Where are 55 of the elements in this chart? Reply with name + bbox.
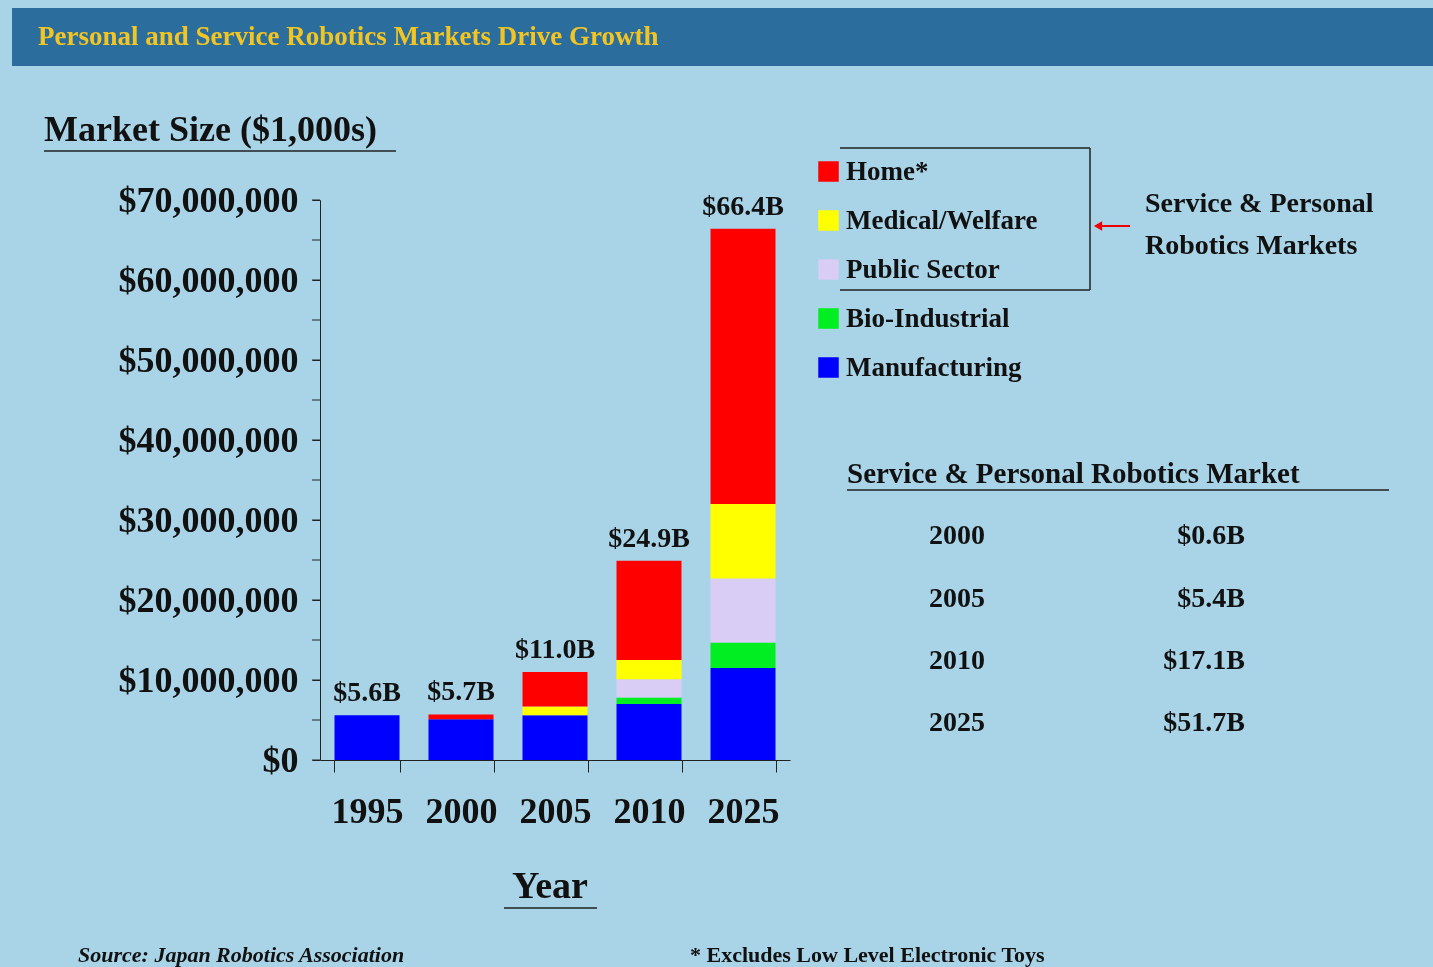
legend-label: Manufacturing: [846, 351, 1022, 382]
bar: [710, 504, 776, 579]
bar: [710, 642, 776, 668]
text: Service & Personal Robotics Market: [847, 457, 1300, 489]
text: 2010: [929, 644, 985, 675]
text: Service & Personal: [1145, 187, 1374, 218]
text: $0.6B: [1177, 519, 1245, 550]
bar: [710, 578, 776, 643]
y-tick-label: $10,000,000: [118, 659, 299, 700]
y-tick-label: $60,000,000: [118, 259, 299, 300]
bar: [334, 715, 400, 760]
text: Robotics Markets: [1145, 229, 1358, 260]
total-label: $66.4B: [702, 189, 784, 221]
total-label: $5.6B: [333, 676, 401, 708]
legend-label: Medical/Welfare: [846, 204, 1038, 235]
y-tick-label: $20,000,000: [118, 579, 299, 620]
y-tick-label: $50,000,000: [118, 339, 299, 380]
x-axis-title: Year: [512, 864, 589, 906]
chart-title: Personal and Service Robotics Markets Drive Growth: [38, 21, 659, 51]
legend-label: Bio-Industrial: [846, 302, 1011, 333]
bar: [522, 706, 588, 716]
legend-label: Home*: [846, 155, 929, 186]
text: $17.1B: [1163, 644, 1245, 675]
bar: [616, 704, 682, 760]
bar: [428, 719, 494, 760]
x-tick-label: 1995: [331, 790, 404, 831]
bar: [522, 715, 588, 760]
x-tick-label: 2025: [707, 790, 780, 831]
text: $5.4B: [1177, 582, 1245, 613]
y-tick-label: $0: [262, 739, 299, 780]
bar: [710, 668, 776, 760]
bar: [616, 660, 682, 680]
text: * Excludes Low Level Electronic Toys: [690, 942, 1046, 967]
total-label: $11.0B: [514, 633, 596, 664]
source-note: Source: Japan Robotics Association: [78, 942, 405, 967]
text: 2005: [929, 582, 985, 613]
bar: [428, 714, 494, 720]
total-label: $5.7B: [427, 675, 495, 707]
x-tick-label: 2000: [425, 790, 498, 831]
y-axis-title: Market Size ($1,000s): [44, 109, 377, 149]
total-label: $24.9B: [608, 521, 690, 553]
legend-label: Public Sector: [846, 253, 1000, 284]
y-tick-label: $40,000,000: [118, 419, 299, 460]
text: 2025: [929, 706, 985, 737]
bar: [616, 560, 682, 660]
bar: [616, 697, 682, 704]
bar: [710, 228, 776, 504]
y-tick-label: $70,000,000: [118, 179, 299, 220]
text: 2000: [929, 519, 985, 550]
bar: [616, 679, 682, 698]
x-tick-label: 2010: [613, 790, 686, 831]
x-tick-label: 2005: [519, 790, 592, 831]
text: $51.7B: [1163, 706, 1245, 737]
bar: [522, 672, 588, 707]
y-tick-label: $30,000,000: [118, 499, 299, 540]
